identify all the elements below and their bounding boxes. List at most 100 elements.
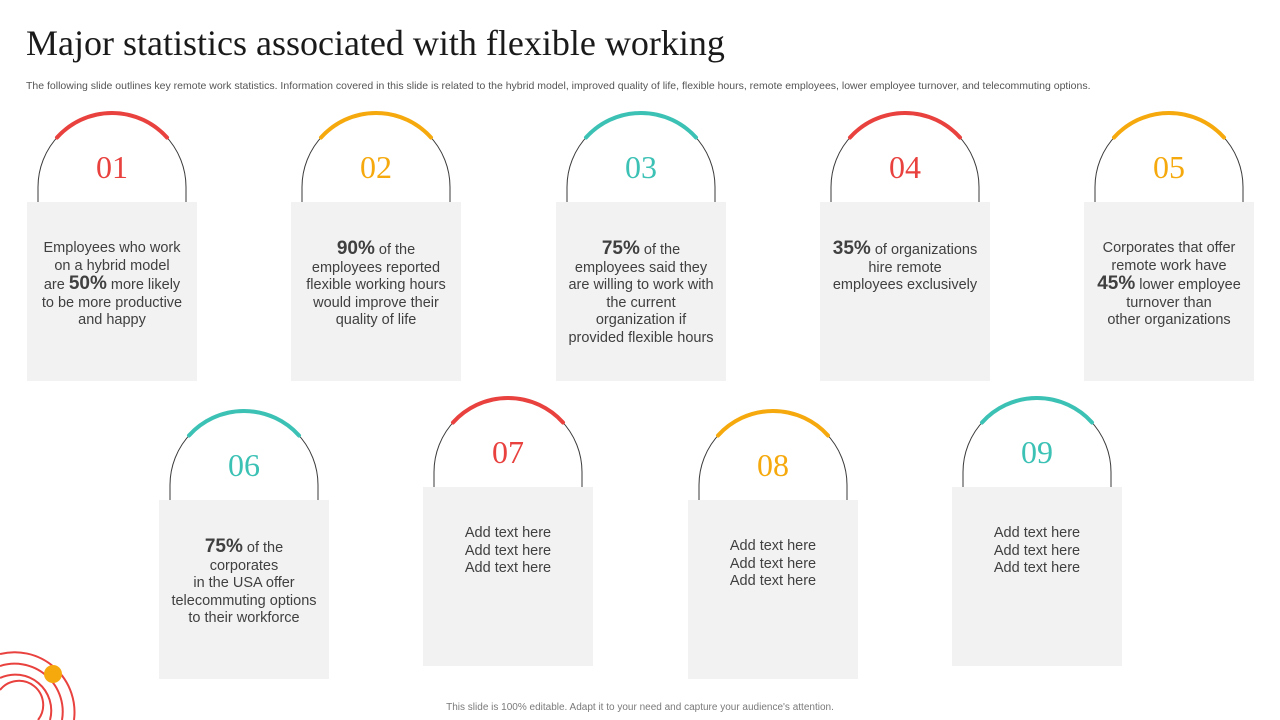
card-number: 09	[1021, 434, 1053, 470]
stat-text: and happy	[78, 312, 146, 328]
card-text-line: Add text here	[435, 525, 581, 543]
stat-card-04: 04 35% of organizations hire remote employe…	[820, 111, 990, 381]
stat-card-05: 05 Corporates that offer remote work have 4…	[1084, 111, 1254, 381]
card-text-line: to their workforce	[171, 610, 317, 628]
stat-text: Employees who work	[43, 240, 181, 256]
stat-text: provided flexible hours	[568, 329, 714, 346]
card-text-line: are willing to work with	[568, 277, 714, 295]
arch-accent	[848, 111, 962, 140]
stat-text: Add text here	[464, 525, 552, 541]
stat-text: the current	[606, 294, 676, 311]
stat-card-08: 08 Add text here Add text here Add text her…	[688, 409, 858, 679]
stat-text: Add text here	[993, 560, 1081, 576]
card-description: 35% of organizations hire remote employees…	[832, 238, 978, 295]
stat-card-06: 06 75% of the corporates in the USA offer t…	[159, 409, 329, 679]
card-text-box: Corporates that offer remote work have 45%…	[1084, 202, 1254, 381]
arch-accent	[716, 409, 830, 438]
card-text-line: Add text here	[435, 543, 581, 561]
stat-text: Add text here	[464, 560, 552, 576]
stat-text: Add text here	[729, 555, 817, 572]
card-text-line: to be more productive	[39, 295, 185, 313]
card-text-line: 90% of the	[303, 239, 449, 260]
card-number: 01	[96, 149, 128, 185]
card-text-line: Corporates that offer	[1096, 240, 1242, 258]
card-text-box: 75% of the employees said they are willing…	[556, 202, 726, 381]
stat-text: Add text here	[464, 542, 552, 559]
arch-accent	[980, 396, 1094, 425]
card-text-line: Add text here	[964, 525, 1110, 543]
card-text-line: would improve their	[303, 295, 449, 313]
card-text-line: Add text here	[435, 560, 581, 578]
stat-text: would improve their	[313, 294, 439, 311]
card-number: 05	[1153, 149, 1185, 185]
card-text-line: Employees who work	[39, 240, 185, 258]
stat-highlight: 50%	[68, 273, 107, 294]
stat-highlight: 45%	[1097, 273, 1136, 294]
stat-card-07: 07 Add text here Add text here Add text her…	[423, 396, 593, 666]
arch-accent	[451, 396, 565, 425]
stat-text: of the corporates	[209, 540, 284, 574]
card-text-line: Add text here	[964, 543, 1110, 561]
stat-card-09: 09 Add text here Add text here Add text her…	[952, 396, 1122, 666]
arch-outline	[169, 409, 319, 502]
arch-accent	[187, 409, 301, 438]
card-number: 04	[889, 149, 921, 185]
stat-card-03: 03 75% of the employees said they are willi…	[556, 111, 726, 381]
card-text-box: Add text here Add text here Add text here	[952, 487, 1122, 666]
card-text-line: and happy	[39, 312, 185, 330]
card-number: 03	[625, 149, 657, 185]
card-description: Add text here Add text here Add text here	[435, 525, 581, 578]
arch-accent	[319, 111, 433, 140]
card-text-line: in the USA offer	[171, 575, 317, 593]
stat-text: lower employee	[1135, 277, 1241, 293]
card-text-line: remote work have	[1096, 258, 1242, 276]
card-description: 75% of the employees said they are willing…	[568, 238, 714, 348]
arch-accent	[55, 111, 169, 140]
card-text-line: quality of life	[303, 312, 449, 330]
page-title: Major statistics associated with flexibl…	[26, 23, 725, 63]
card-text-line: Add text here	[700, 556, 846, 574]
footer-note: This slide is 100% editable. Adapt it to…	[446, 702, 834, 713]
card-text-line: telecommuting options	[171, 593, 317, 611]
stat-text: on a hybrid model	[54, 257, 170, 274]
arch-outline	[830, 111, 980, 204]
card-text-line: Add text here	[700, 573, 846, 591]
arch-outline	[433, 396, 583, 489]
corner-concentric-arcs-icon	[0, 651, 76, 720]
stat-text: to be more productive	[41, 294, 183, 311]
stat-text: are willing to work with	[568, 277, 714, 293]
card-text-box: Add text here Add text here Add text here	[423, 487, 593, 666]
arch-outline	[566, 111, 716, 204]
stat-text: hire remote	[868, 259, 942, 276]
card-description: Corporates that offer remote work have 45%…	[1096, 240, 1242, 330]
card-text-line: flexible working hours	[303, 277, 449, 295]
stat-card-02: 02 90% of the employees reported flexible w…	[291, 111, 461, 381]
card-number: 07	[492, 434, 524, 470]
card-description: 75% of the corporates in the USA offer tel…	[171, 537, 317, 628]
card-text-box: Employees who work on a hybrid model are 5…	[27, 202, 197, 381]
card-description: Add text here Add text here Add text here	[700, 538, 846, 591]
card-text-line: provided flexible hours	[568, 330, 714, 348]
stat-text: Corporates that offer	[1102, 240, 1236, 256]
card-text-line: other organizations	[1096, 312, 1242, 330]
card-text-line: Add text here	[700, 538, 846, 556]
card-number: 02	[360, 149, 392, 185]
stat-highlight: 75%	[601, 238, 640, 259]
stat-highlight: 35%	[832, 238, 871, 259]
stat-text: organization if	[595, 312, 687, 328]
stat-text: remote work have	[1111, 257, 1227, 274]
stat-text: are	[43, 277, 69, 293]
arch-outline	[1094, 111, 1244, 204]
card-text-line: 35% of organizations	[832, 238, 978, 260]
stat-text: of the	[374, 242, 416, 258]
card-description: 90% of the employees reported flexible wor…	[303, 239, 449, 330]
stat-text: more likely	[106, 277, 181, 293]
card-text-line: 75% of the	[568, 238, 714, 260]
stat-text: telecommuting options	[171, 592, 317, 609]
stat-text: employees exclusively	[832, 277, 978, 293]
card-text-box: 75% of the corporates in the USA offer tel…	[159, 500, 329, 679]
stat-text: flexible working hours	[306, 277, 446, 293]
arch-outline	[698, 409, 848, 502]
card-text-line: on a hybrid model	[39, 258, 185, 276]
card-text-line: turnover than	[1096, 295, 1242, 313]
